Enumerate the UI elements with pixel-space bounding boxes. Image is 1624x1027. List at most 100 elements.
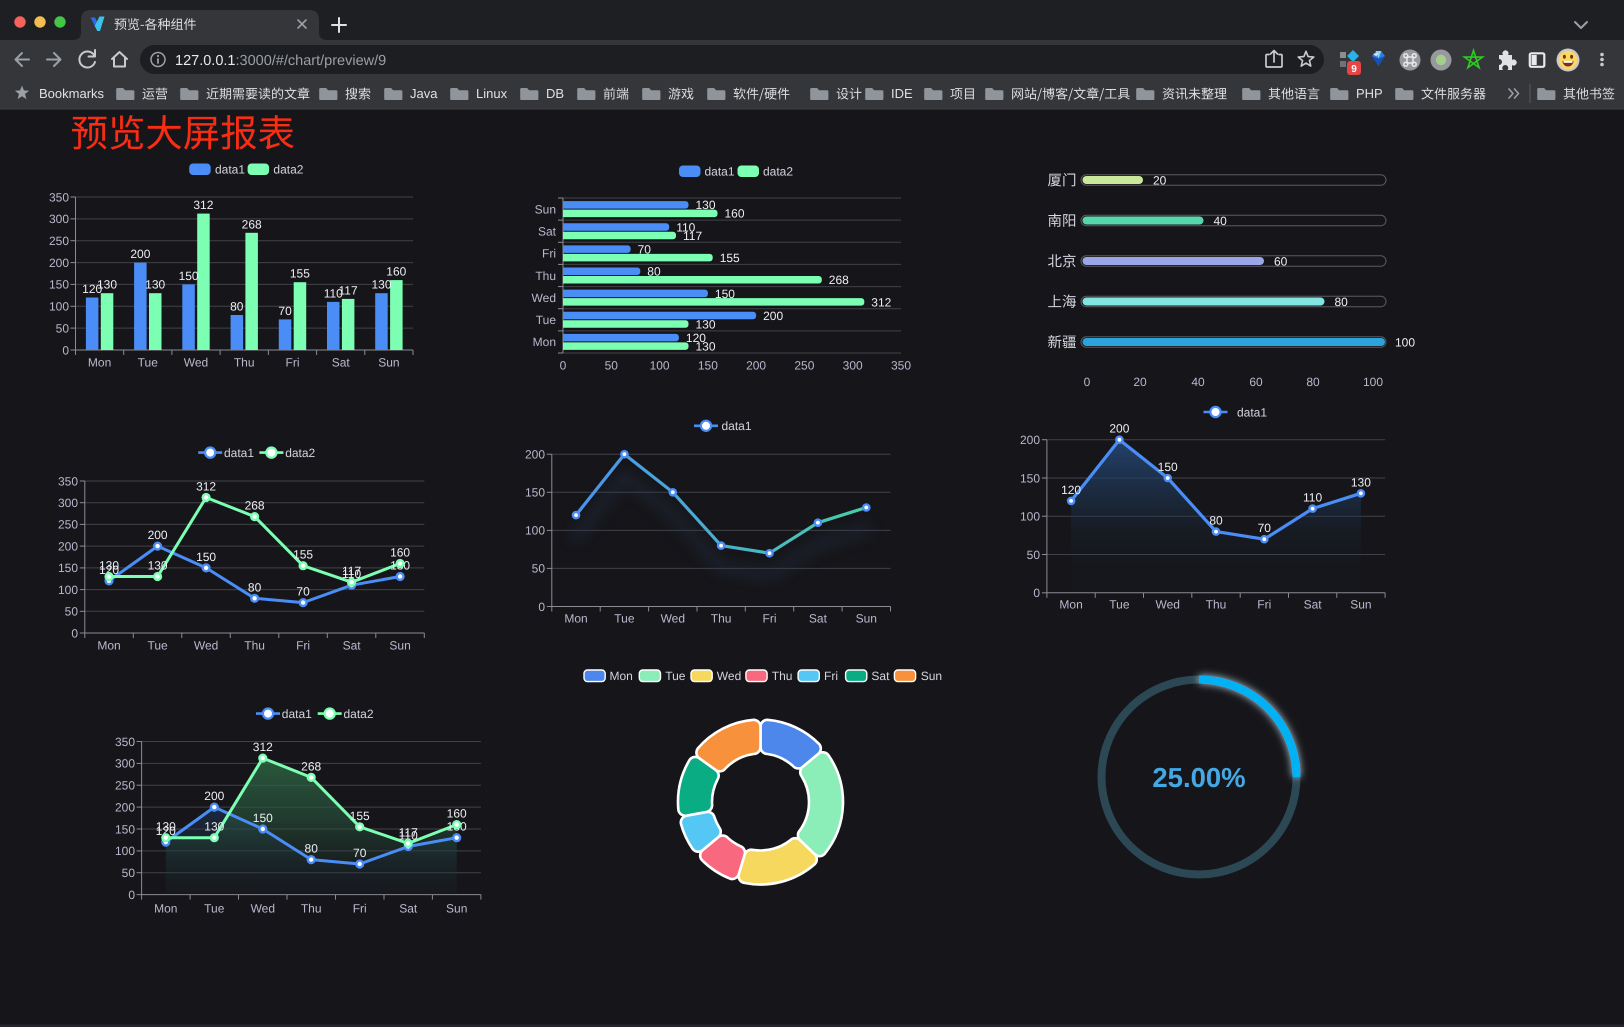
svg-text:155: 155: [350, 809, 370, 823]
svg-text:40: 40: [1191, 375, 1205, 389]
svg-text:150: 150: [525, 486, 545, 500]
svg-text:150: 150: [253, 811, 273, 825]
svg-text:130: 130: [204, 820, 224, 834]
svg-text:Wed: Wed: [532, 291, 556, 305]
svg-text:160: 160: [386, 265, 406, 279]
svg-text:100: 100: [49, 300, 69, 314]
svg-text:60: 60: [1249, 375, 1263, 389]
svg-text:Sun: Sun: [378, 356, 399, 370]
svg-text:150: 150: [58, 561, 78, 575]
svg-text:Fri: Fri: [824, 669, 838, 683]
svg-text:130: 130: [145, 278, 165, 292]
svg-text:312: 312: [871, 295, 891, 309]
svg-text:300: 300: [843, 359, 863, 373]
svg-text:200: 200: [49, 256, 69, 270]
svg-text:Tue: Tue: [1109, 598, 1130, 612]
svg-text:0: 0: [62, 343, 69, 357]
svg-text:100: 100: [1020, 510, 1040, 524]
svg-text:200: 200: [763, 309, 783, 323]
svg-text:IDE: IDE: [891, 86, 913, 101]
svg-text:Thu: Thu: [301, 902, 322, 916]
svg-text:Sat: Sat: [343, 639, 362, 653]
svg-text:0: 0: [128, 888, 135, 902]
svg-text:60: 60: [1274, 254, 1288, 268]
svg-text:150: 150: [179, 269, 199, 283]
svg-text:data2: data2: [285, 446, 315, 460]
svg-text:Fri: Fri: [296, 639, 310, 653]
svg-text:Mon: Mon: [154, 902, 177, 916]
svg-text:117: 117: [683, 229, 702, 243]
svg-text:40: 40: [1214, 214, 1228, 228]
svg-text:200: 200: [204, 789, 224, 803]
svg-text:300: 300: [115, 757, 135, 771]
svg-text:110: 110: [342, 567, 361, 581]
svg-text:100: 100: [1395, 335, 1415, 349]
svg-text:155: 155: [290, 267, 310, 281]
svg-text:PHP: PHP: [1356, 86, 1383, 101]
svg-text:Sun: Sun: [1350, 598, 1371, 612]
svg-text:Wed: Wed: [184, 356, 208, 370]
svg-text:data2: data2: [344, 707, 374, 721]
svg-text:155: 155: [720, 251, 740, 265]
svg-text:200: 200: [746, 359, 766, 373]
svg-text:Wed: Wed: [1155, 598, 1179, 612]
svg-text:250: 250: [794, 359, 814, 373]
svg-text:120: 120: [82, 282, 102, 296]
svg-text:Sat: Sat: [538, 225, 557, 239]
svg-text:100: 100: [115, 844, 135, 858]
svg-text:Thu: Thu: [234, 356, 255, 370]
svg-text:130: 130: [1351, 475, 1371, 489]
svg-text:50: 50: [56, 321, 70, 335]
svg-text:0: 0: [538, 600, 545, 614]
svg-text:127.0.0.1:3000/#/chart/preview: 127.0.0.1:3000/#/chart/preview/9: [175, 53, 386, 69]
svg-text:Sat: Sat: [871, 669, 890, 683]
svg-text:117: 117: [339, 283, 358, 297]
svg-text:Tue: Tue: [204, 902, 225, 916]
svg-text:100: 100: [650, 359, 670, 373]
svg-text:80: 80: [647, 265, 661, 279]
svg-text:350: 350: [891, 359, 911, 373]
svg-text:120: 120: [99, 563, 119, 577]
svg-text:25.00%: 25.00%: [1152, 762, 1245, 793]
svg-text:Tue: Tue: [536, 313, 557, 327]
svg-text:data1: data1: [224, 446, 254, 460]
svg-text:155: 155: [293, 548, 313, 562]
svg-text:Thu: Thu: [772, 669, 793, 683]
svg-text:Wed: Wed: [194, 639, 218, 653]
svg-text:100: 100: [58, 583, 78, 597]
svg-text:130: 130: [97, 278, 117, 292]
svg-text:200: 200: [1020, 433, 1040, 447]
svg-text:250: 250: [115, 779, 135, 793]
svg-text:130: 130: [696, 340, 716, 354]
svg-text:50: 50: [65, 605, 79, 619]
svg-text:70: 70: [353, 846, 367, 860]
svg-text:Sun: Sun: [389, 639, 410, 653]
svg-text:150: 150: [1158, 460, 1178, 474]
svg-text:data1: data1: [215, 163, 245, 177]
svg-text:Tue: Tue: [138, 356, 159, 370]
svg-text:130: 130: [696, 198, 716, 212]
svg-text:268: 268: [245, 499, 265, 513]
svg-text:268: 268: [301, 759, 321, 773]
svg-text:20: 20: [1133, 375, 1147, 389]
svg-text:160: 160: [390, 546, 410, 560]
svg-text:DB: DB: [546, 86, 564, 101]
svg-text:Mon: Mon: [88, 356, 111, 370]
svg-text:Sat: Sat: [332, 356, 351, 370]
svg-text:Mon: Mon: [97, 639, 120, 653]
svg-text:150: 150: [115, 822, 135, 836]
svg-text:Sun: Sun: [446, 902, 467, 916]
svg-text:Sun: Sun: [535, 202, 556, 216]
svg-text:120: 120: [156, 824, 176, 838]
svg-text:9: 9: [1351, 64, 1357, 75]
svg-text:80: 80: [1335, 295, 1349, 309]
svg-text:80: 80: [305, 842, 319, 856]
svg-text:300: 300: [58, 496, 78, 510]
svg-text:200: 200: [58, 539, 78, 553]
svg-text:130: 130: [99, 559, 119, 573]
svg-text:data2: data2: [273, 163, 303, 177]
svg-text:100: 100: [525, 524, 545, 538]
svg-text:Fri: Fri: [286, 356, 300, 370]
svg-text:50: 50: [605, 359, 619, 373]
svg-text:data1: data1: [282, 707, 312, 721]
